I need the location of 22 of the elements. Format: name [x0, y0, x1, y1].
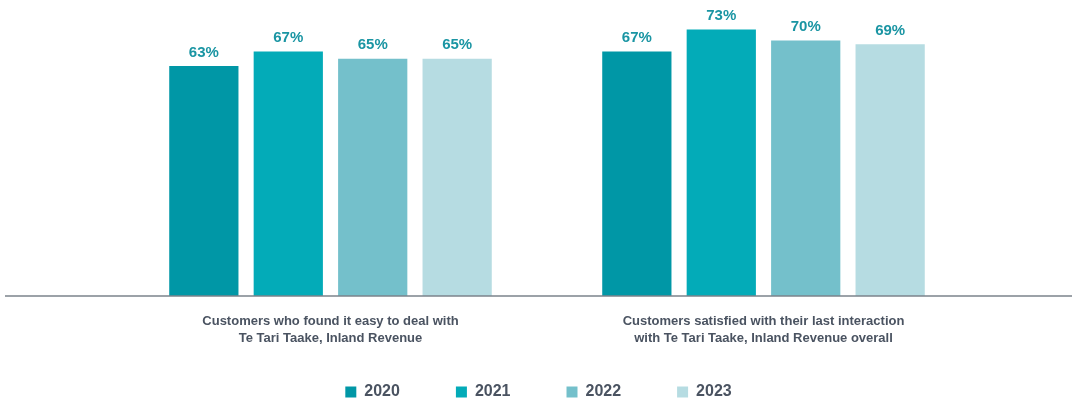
- data-label: 67%: [273, 28, 304, 46]
- data-label: 65%: [357, 35, 388, 53]
- bar: [253, 51, 323, 296]
- x-tick-label: Customers who found it easy to deal with Te Tari Taake, Inland Revenue: [202, 312, 459, 346]
- data-label: 63%: [188, 42, 219, 60]
- bar: [855, 44, 925, 296]
- bar: [686, 29, 756, 296]
- legend-label: 2023: [696, 382, 732, 400]
- bar: [422, 58, 492, 296]
- data-label: 69%: [875, 20, 906, 38]
- legend-label: 2020: [364, 382, 401, 400]
- bar: [338, 58, 408, 296]
- bar: [169, 66, 239, 296]
- legend-label: 2021: [474, 382, 511, 400]
- data-label: 65%: [442, 35, 473, 53]
- bar: [602, 51, 672, 296]
- legend-label: 2022: [585, 382, 622, 400]
- data-label: 73%: [706, 6, 737, 24]
- x-tick-label: Customers satisfied with their last interaction with Te Tari Taake, Inland Revenue overall: [622, 312, 905, 346]
- bar: [771, 40, 841, 296]
- data-label: 67%: [621, 28, 652, 46]
- data-label: 70%: [790, 17, 821, 35]
